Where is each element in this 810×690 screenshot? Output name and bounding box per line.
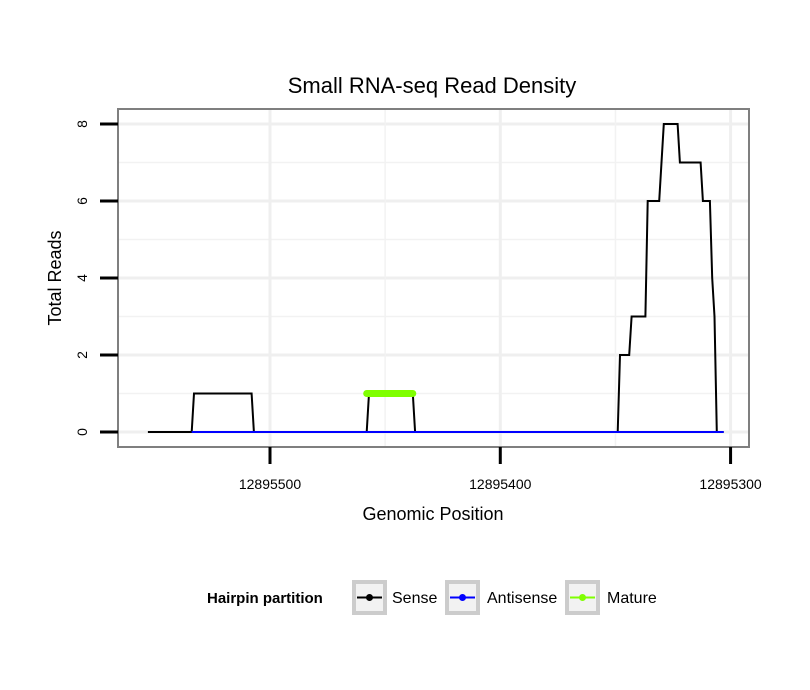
x-tick-label: 12895400 [469, 476, 532, 492]
legend-label-antisense: Antisense [487, 590, 557, 607]
legend-label-sense: Sense [392, 590, 437, 607]
legend-key-point [459, 594, 466, 601]
y-axis-label: Total Reads [45, 230, 65, 325]
x-axis: 12895500 12895400 12895300 [239, 447, 762, 492]
legend-key-mature [565, 580, 600, 615]
y-tick-label: 4 [74, 274, 90, 282]
x-tick-label: 12895500 [239, 476, 302, 492]
y-tick-label: 6 [74, 197, 90, 205]
y-axis: 0 2 4 6 8 [74, 120, 118, 436]
series-layer [147, 123, 724, 433]
y-tick-label: 0 [74, 428, 90, 436]
legend-label-mature: Mature [607, 590, 657, 607]
legend-title: Hairpin partition [207, 590, 323, 607]
x-tick-label: 12895300 [699, 476, 762, 492]
legend-key-point [366, 594, 373, 601]
grid-lines [118, 109, 749, 447]
y-tick-label: 2 [74, 351, 90, 359]
y-tick-label: 8 [74, 120, 90, 128]
legend-key-point [579, 594, 586, 601]
legend: Hairpin partition Sense Antisense Mature [207, 580, 657, 615]
chart-title: Small RNA-seq Read Density [288, 73, 577, 98]
x-axis-label: Genomic Position [362, 504, 503, 524]
